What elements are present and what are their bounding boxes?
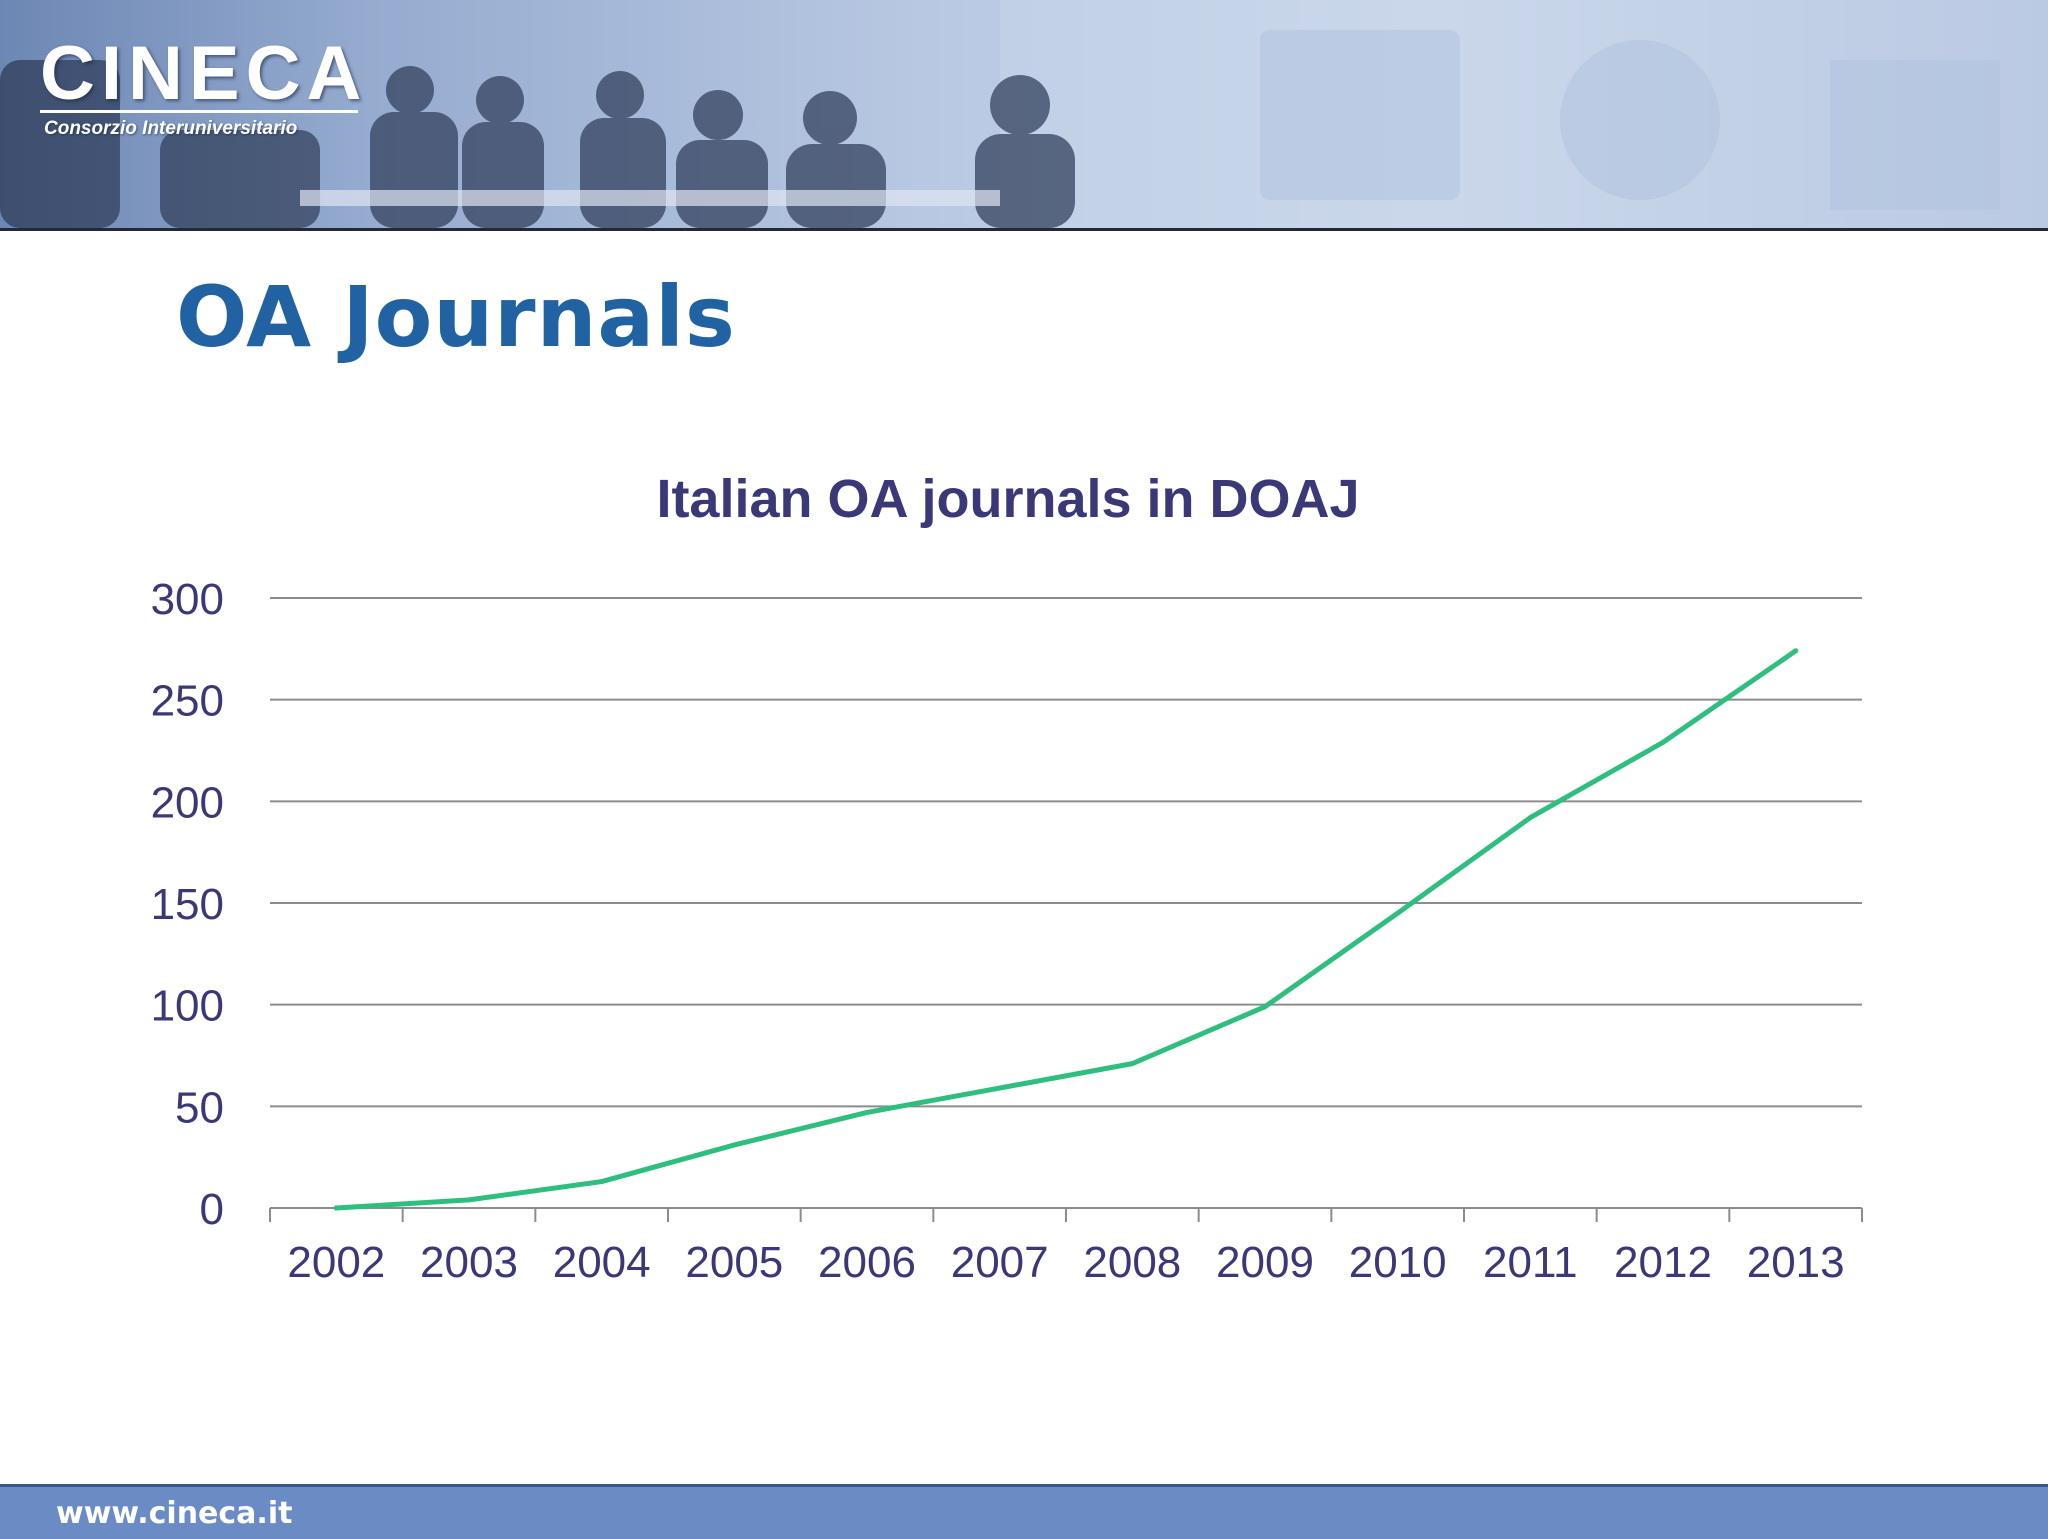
series-layer xyxy=(333,648,1799,1211)
x-tick-label: 2010 xyxy=(1349,1238,1447,1287)
x-tick-label: 2003 xyxy=(420,1238,518,1287)
data-point xyxy=(997,1085,1003,1091)
x-tick-label: 2007 xyxy=(951,1238,1049,1287)
y-tick-label: 0 xyxy=(200,1185,224,1234)
chart-title: Italian OA journals in DOAJ xyxy=(656,469,1359,529)
y-tick-label: 100 xyxy=(151,982,224,1031)
x-tick-label: 2011 xyxy=(1483,1238,1578,1287)
x-tick-label: 2012 xyxy=(1614,1238,1712,1287)
y-tick-label: 300 xyxy=(151,575,224,624)
x-tick-label: 2013 xyxy=(1747,1238,1845,1287)
y-tick-label: 200 xyxy=(151,778,224,827)
footer-bar: www.cineca.it xyxy=(0,1484,2048,1539)
x-tick-label: 2006 xyxy=(818,1238,916,1287)
cineca-logo: CINECA xyxy=(40,31,368,116)
data-point xyxy=(1395,910,1401,916)
data-point xyxy=(1129,1061,1135,1067)
data-point xyxy=(599,1179,605,1185)
x-tick-label: 2002 xyxy=(287,1238,385,1287)
x-tick-label: 2009 xyxy=(1216,1238,1314,1287)
x-axis xyxy=(269,1207,1863,1222)
data-point xyxy=(1660,739,1666,745)
y-tick-label: 50 xyxy=(175,1083,224,1132)
footer-url: www.cineca.it xyxy=(56,1496,293,1531)
data-point xyxy=(1527,815,1533,821)
logo-subtitle: Consorzio Interuniversitario xyxy=(44,118,298,139)
series-line xyxy=(333,648,1799,1211)
x-tick-label: 2008 xyxy=(1083,1238,1181,1287)
data-point xyxy=(864,1109,870,1115)
y-axis-ticks: 0 50 100 150 200 250 300 xyxy=(151,575,224,1234)
data-point xyxy=(333,1205,339,1211)
logo-underline xyxy=(40,110,358,113)
y-tick-label: 250 xyxy=(151,677,224,726)
x-tick-label: 2004 xyxy=(553,1238,651,1287)
header-photo xyxy=(0,0,2048,228)
x-axis-ticks: 2002 2003 2004 2005 2006 2007 2008 2009 2010 2011… xyxy=(287,1238,1844,1287)
data-point xyxy=(466,1197,472,1203)
data-point xyxy=(1262,1004,1268,1010)
y-tick-label: 150 xyxy=(151,880,224,929)
page-title: OA Journals xyxy=(176,268,736,366)
line-chart: Italian OA journals in DOAJ 0 50 100 150 200… xyxy=(151,469,1863,1287)
data-point xyxy=(731,1142,737,1148)
x-tick-label: 2005 xyxy=(685,1238,783,1287)
gridlines xyxy=(270,597,1862,1108)
header-banner: CINECA Consorzio Interuniversitario xyxy=(0,0,2048,231)
data-point xyxy=(1793,648,1799,654)
